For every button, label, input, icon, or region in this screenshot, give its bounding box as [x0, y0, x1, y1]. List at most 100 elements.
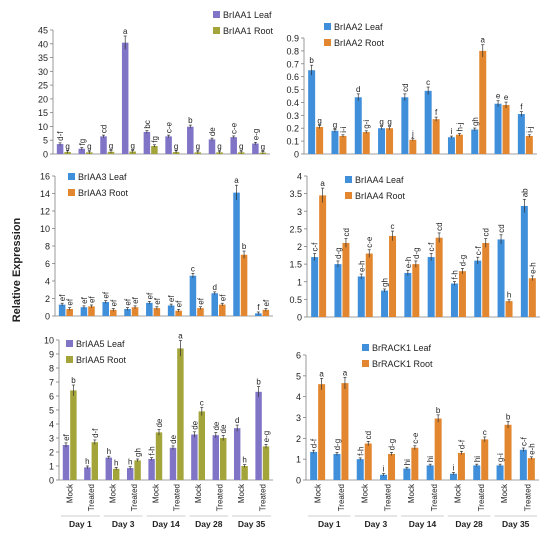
bar-leaf: [143, 131, 151, 154]
x-tick-label: Treated: [216, 484, 225, 511]
legend-label: BrIAA3 Root: [78, 188, 129, 198]
legend-swatch: [213, 11, 220, 18]
significance-letter: f: [257, 303, 260, 312]
significance-letter: g: [130, 141, 134, 150]
significance-letter: ef: [175, 300, 184, 307]
x-tick-label: Mock: [237, 483, 246, 503]
bar-leaf: [121, 42, 129, 155]
y-tick-label: 15: [38, 108, 48, 118]
bar-root: [153, 308, 161, 316]
significance-letter: hi: [473, 456, 482, 462]
bar-root: [386, 128, 394, 154]
bar-root: [113, 468, 120, 480]
significance-letter: g-i: [362, 120, 371, 129]
y-tick-label: 1: [297, 277, 302, 287]
y-tick-label: 2: [297, 242, 302, 252]
panel-2: 00.10.20.30.40.50.60.70.80.9bg gi-idg-i g g…: [286, 22, 537, 160]
bar-root: [455, 134, 463, 154]
significance-letter: ef: [124, 298, 133, 305]
bar-root: [241, 466, 248, 480]
bar-root: [134, 460, 141, 480]
significance-letter: fg: [150, 136, 159, 143]
significance-letter: g: [196, 142, 200, 151]
day-left-label: Day 3: [112, 519, 135, 529]
day-left-label: Day 28: [195, 519, 223, 529]
bar-root: [435, 237, 443, 317]
significance-letter: f: [435, 108, 438, 117]
bar-leaf: [473, 465, 481, 480]
x-tick-label: Mock: [151, 483, 160, 503]
significance-letter: d-g: [333, 439, 342, 451]
significance-letter: c: [483, 428, 487, 437]
significance-letter: g: [87, 142, 91, 151]
significance-letter: fg: [78, 139, 87, 146]
day-left-label: Day 14: [152, 519, 180, 529]
bar-leaf: [474, 260, 482, 317]
day-labels: Day 1 Day 3 Day 14 Day 28 Day 35 Day 1 Day 3 Da…: [61, 515, 537, 529]
bar-root: [481, 439, 489, 480]
bar-root: [458, 271, 466, 317]
bar-leaf: [230, 137, 237, 154]
legend-label: BrIAA5 Leaf: [76, 339, 125, 349]
significance-letter: ef: [153, 297, 162, 304]
legend-swatch: [324, 39, 331, 46]
bar-leaf: [165, 136, 172, 154]
y-tick-label: 6: [296, 351, 301, 361]
significance-letter: g: [239, 142, 243, 151]
y-tick-label: 2: [296, 434, 301, 444]
bar-root: [505, 301, 513, 317]
y-tick-label: 0.7: [286, 59, 299, 69]
day-left-label: Day 1: [69, 519, 92, 529]
y-tick-label: 0.6: [286, 72, 299, 82]
significance-letter: d-f: [91, 428, 100, 438]
y-tick-label: 4: [296, 392, 301, 402]
significance-letter: ef: [145, 292, 154, 299]
significance-letter: f: [520, 103, 523, 112]
bar-leaf: [331, 130, 339, 154]
bar-root: [155, 432, 163, 480]
bar-leaf: [471, 129, 479, 154]
significance-letter: i: [383, 465, 385, 474]
significance-letter: a: [320, 179, 325, 188]
legend-swatch: [66, 340, 73, 347]
significance-letter: ef: [196, 297, 205, 304]
significance-letter: g-i: [496, 453, 505, 462]
significance-letter: c-f: [427, 242, 436, 252]
significance-letter: e-h: [527, 443, 536, 455]
significance-letter: a: [178, 332, 183, 341]
significance-letter: g: [217, 142, 221, 151]
significance-letter: i: [453, 464, 455, 473]
bar-leaf: [403, 468, 411, 480]
significance-letter: c-f: [519, 436, 528, 446]
significance-letter: cd: [342, 228, 351, 236]
y-tick-label: 25: [38, 81, 48, 91]
significance-letter: e-h: [528, 262, 537, 274]
bar-leaf: [191, 434, 198, 480]
y-tick-label: 0.5: [289, 295, 302, 305]
significance-letter: g: [261, 142, 265, 151]
significance-letter: bc: [143, 120, 152, 128]
bar-root: [110, 309, 117, 316]
bar-root: [319, 195, 327, 317]
bar-root: [240, 254, 248, 316]
significance-letter: ef: [102, 291, 111, 298]
significance-letter: ab: [520, 188, 529, 197]
legend-label: BrIAA4 Leaf: [355, 175, 404, 185]
significance-letter: hi: [426, 456, 435, 462]
x-tick-label: Mock: [66, 483, 75, 503]
y-tick-label: 0.8: [286, 46, 299, 56]
significance-letter: i-j: [525, 126, 534, 132]
y-tick-label: 1.5: [289, 260, 302, 270]
legend-label: BrRACK1 Root: [372, 359, 433, 369]
y-tick-label: 2: [49, 448, 54, 458]
significance-letter: c: [191, 264, 195, 273]
bar-leaf: [354, 97, 362, 154]
bar-leaf: [233, 428, 241, 480]
y-tick-label: 10: [38, 122, 48, 132]
significance-letter: cd: [99, 125, 108, 133]
x-tick-label: Mock: [407, 483, 416, 503]
bar-leaf: [124, 309, 131, 316]
bar-leaf: [334, 264, 342, 317]
y-tick-label: 0: [49, 476, 54, 486]
